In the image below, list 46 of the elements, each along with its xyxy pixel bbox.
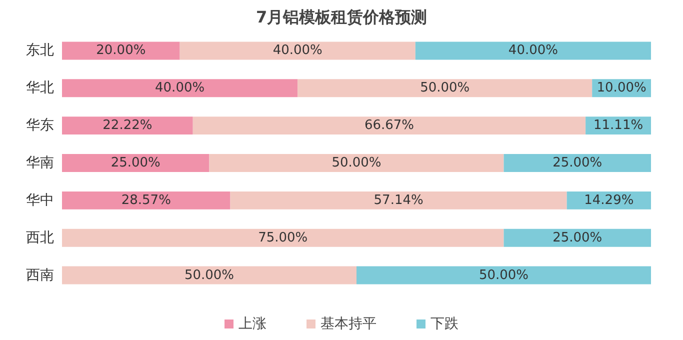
y-tick-label: 西北 (26, 230, 54, 246)
legend-label: 下跌 (430, 316, 458, 332)
data-label: 50.00% (420, 80, 470, 96)
bar (62, 42, 180, 60)
data-label: 25.00% (552, 156, 602, 170)
bar (504, 228, 651, 247)
data-label: 50.00% (332, 156, 382, 170)
data-label: 28.57% (121, 192, 171, 208)
data-label: 50.00% (184, 268, 234, 283)
data-label: 40.00% (272, 43, 322, 58)
data-label: 40.00% (155, 80, 205, 96)
y-tick-label: 东北 (26, 42, 54, 59)
bar (62, 154, 210, 172)
bar (504, 154, 651, 172)
y-tick-label: 西南 (26, 267, 54, 284)
bar (62, 79, 298, 98)
data-label: 40.00% (508, 43, 558, 58)
legend-label: 基本持平 (320, 316, 376, 332)
y-tick-label: 华南 (26, 155, 54, 171)
y-tick-label: 华北 (26, 80, 54, 96)
bar (62, 191, 230, 210)
chart-title: 7月铝模板租赁价格预测 (256, 8, 428, 26)
data-label: 50.00% (478, 268, 529, 283)
bar (230, 191, 567, 210)
data-label: 25.00% (552, 230, 602, 246)
y-tick-label: 华东 (26, 118, 54, 134)
bar (192, 116, 586, 135)
y-tick-label: 华中 (26, 192, 54, 208)
data-label: 75.00% (258, 230, 308, 246)
bar (356, 266, 651, 284)
bar (62, 266, 356, 284)
bar (415, 42, 651, 60)
data-label: 22.22% (102, 118, 152, 134)
data-label: 25.00% (110, 156, 160, 170)
data-label: 11.11% (593, 118, 644, 134)
data-label: 20.00% (96, 43, 146, 58)
bar (298, 79, 592, 98)
bar (209, 154, 504, 172)
data-label: 57.14% (374, 192, 424, 208)
data-label: 14.29% (584, 192, 634, 208)
bar (62, 116, 193, 135)
data-label: 66.67% (364, 118, 414, 134)
bar (62, 228, 504, 247)
bar (180, 42, 416, 60)
data-label: 10.00% (596, 80, 646, 96)
legend-label: 上涨 (238, 316, 266, 332)
